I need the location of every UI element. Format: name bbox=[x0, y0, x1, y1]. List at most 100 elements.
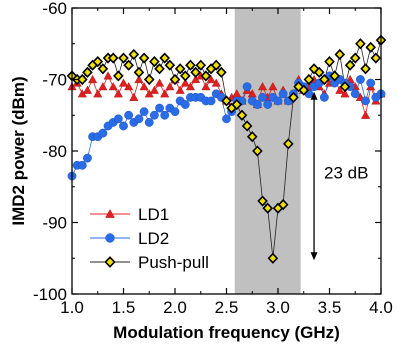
data-point bbox=[144, 118, 154, 127]
data-point bbox=[324, 56, 335, 68]
data-point bbox=[179, 70, 191, 82]
data-point bbox=[155, 78, 165, 87]
data-point bbox=[123, 59, 134, 71]
y-tick-label: -90 bbox=[42, 214, 67, 233]
data-point bbox=[246, 131, 258, 143]
data-point bbox=[98, 128, 108, 138]
data-point bbox=[113, 114, 123, 124]
data-point bbox=[169, 73, 181, 86]
data-point bbox=[139, 82, 149, 91]
axes-layer: 1.0 1.5 2.0 2.5 3.0 3.5 4.0 -60 -70 -80 -90 -100 bbox=[33, 0, 393, 317]
data-point bbox=[165, 82, 175, 91]
data-point bbox=[149, 56, 160, 68]
legend-marker bbox=[105, 233, 115, 243]
data-point bbox=[138, 52, 150, 64]
legend-marker bbox=[105, 209, 115, 218]
data-point bbox=[149, 110, 159, 120]
data-point bbox=[340, 89, 350, 98]
data-point bbox=[119, 121, 128, 131]
data-point bbox=[129, 92, 139, 101]
legend-label: Push-pull bbox=[138, 253, 209, 272]
data-point bbox=[210, 59, 222, 71]
x-tick-label: 2.0 bbox=[163, 298, 187, 317]
y-tick-label: -60 bbox=[42, 0, 67, 18]
x-tick-label: 1.5 bbox=[112, 298, 136, 317]
data-point bbox=[206, 74, 216, 84]
data-point bbox=[355, 75, 365, 84]
annotation-arrowhead-bottom bbox=[310, 252, 318, 261]
data-point bbox=[170, 107, 180, 117]
legend: LD1 LD2 Push-pull bbox=[90, 205, 209, 272]
legend-label: LD2 bbox=[138, 229, 169, 248]
data-point bbox=[268, 82, 278, 91]
data-point bbox=[92, 56, 104, 68]
data-point bbox=[124, 110, 134, 120]
data-point bbox=[88, 74, 98, 84]
data-point bbox=[149, 85, 159, 94]
data-point bbox=[134, 114, 144, 124]
data-point bbox=[288, 91, 299, 103]
legend-item: LD1 bbox=[90, 205, 169, 224]
data-point bbox=[216, 66, 227, 78]
data-point bbox=[303, 73, 315, 86]
data-point bbox=[335, 85, 345, 94]
plot-frame bbox=[71, 7, 382, 295]
data-point bbox=[344, 59, 356, 71]
x-tick-label: 2.5 bbox=[215, 298, 239, 317]
data-point bbox=[154, 63, 165, 75]
data-point bbox=[361, 110, 371, 119]
data-point bbox=[82, 66, 93, 78]
data-point bbox=[319, 92, 329, 102]
data-point bbox=[174, 63, 186, 75]
data-point bbox=[277, 199, 289, 211]
data-point bbox=[93, 89, 103, 98]
data-point bbox=[160, 89, 170, 98]
data-point bbox=[263, 100, 273, 109]
data-point bbox=[258, 92, 267, 102]
data-point bbox=[273, 96, 283, 106]
annotation-label: 23 dB bbox=[324, 163, 368, 182]
data-point bbox=[258, 82, 268, 91]
annotation-layer: 23 dB bbox=[310, 91, 368, 261]
data-point bbox=[175, 85, 185, 94]
legend-label: LD1 bbox=[138, 205, 169, 224]
data-point bbox=[365, 41, 377, 53]
data-point bbox=[139, 107, 149, 117]
data-point bbox=[97, 63, 109, 75]
shaded-region-layer bbox=[234, 8, 301, 294]
data-point bbox=[107, 52, 119, 64]
data-point bbox=[185, 82, 195, 91]
data-point bbox=[118, 78, 129, 87]
data-point bbox=[370, 52, 382, 64]
data-point bbox=[252, 100, 262, 109]
data-point bbox=[118, 52, 129, 64]
data-point bbox=[236, 109, 248, 121]
series-markers-layer bbox=[66, 34, 387, 264]
data-point bbox=[282, 138, 294, 150]
x-tick-label: 1.0 bbox=[60, 298, 84, 317]
x-axis-title: Modulation frequency (GHz) bbox=[113, 323, 340, 342]
data-point bbox=[180, 78, 190, 87]
y-tick-label: -80 bbox=[42, 142, 67, 161]
x-tick-label: 3.0 bbox=[266, 298, 290, 317]
data-point bbox=[252, 145, 263, 157]
data-point bbox=[108, 82, 118, 91]
data-point bbox=[143, 73, 155, 86]
data-point bbox=[83, 153, 92, 163]
data-point bbox=[113, 70, 124, 82]
data-point bbox=[180, 100, 190, 109]
data-point bbox=[200, 70, 212, 82]
data-point bbox=[98, 82, 108, 91]
data-point bbox=[160, 110, 170, 120]
x-tick-label: 4.0 bbox=[369, 298, 393, 317]
data-point bbox=[241, 120, 253, 132]
data-point bbox=[298, 84, 310, 96]
data-point bbox=[190, 66, 201, 78]
annotation-arrowhead-top bbox=[310, 91, 318, 100]
data-point bbox=[201, 82, 211, 91]
data-point bbox=[350, 89, 360, 99]
data-point bbox=[349, 52, 361, 64]
data-point bbox=[319, 73, 330, 86]
data-point bbox=[77, 160, 87, 170]
